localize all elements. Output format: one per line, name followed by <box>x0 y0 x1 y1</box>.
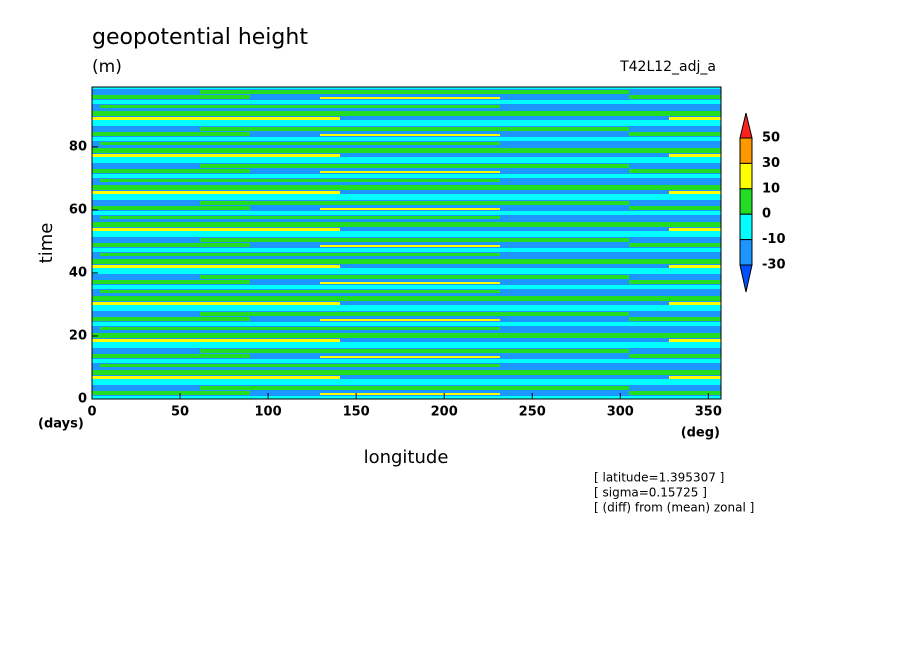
x-tick-label: 350 <box>695 405 722 420</box>
colorbar-label: -10 <box>762 232 786 247</box>
x-tick-label: 100 <box>255 405 282 420</box>
y-tick-label: 20 <box>69 328 87 343</box>
x-tick-label: 250 <box>519 405 546 420</box>
units: (m) <box>92 57 122 77</box>
y-tick-label: 0 <box>78 392 87 407</box>
x-unit: (deg) <box>681 426 720 441</box>
chart-title: geopotential height <box>92 25 308 50</box>
colorbar-label: -30 <box>762 258 786 273</box>
plot-frame <box>91 86 722 400</box>
colorbar-box <box>739 239 753 266</box>
x-tick-label: 200 <box>431 405 458 420</box>
colorbar-box <box>739 137 753 164</box>
x-tick-label: 300 <box>607 405 634 420</box>
colorbar-box <box>739 162 753 190</box>
contour-field <box>92 87 721 399</box>
colorbar-box <box>739 188 753 215</box>
colorbar-triangle <box>739 264 753 293</box>
annotation: [ latitude=1.395307 ] <box>594 471 724 485</box>
x-tick-label: 150 <box>343 405 370 420</box>
colorbar-box <box>739 213 753 241</box>
x-tick-label: 0 <box>87 405 96 420</box>
y-tick-label: 60 <box>69 202 87 217</box>
y-tick-label: 80 <box>69 139 87 154</box>
y-tick-label: 40 <box>69 265 87 280</box>
y-unit: (days) <box>38 417 84 432</box>
annotation: [ (diff) from (mean) zonal ] <box>594 501 754 515</box>
colorbar-triangle <box>739 112 753 139</box>
annotation: [ sigma=0.15725 ] <box>594 486 707 500</box>
x-axis-label: longitude <box>364 447 449 468</box>
x-tick-label: 50 <box>171 405 189 420</box>
colorbar-label: 0 <box>762 207 771 222</box>
colorbar-label: 30 <box>762 156 780 171</box>
colorbar-label: 10 <box>762 181 780 196</box>
colorbar-label: 50 <box>762 131 780 146</box>
y-axis-label: time <box>36 223 57 264</box>
run-name: T42L12_adj_a <box>619 59 716 75</box>
